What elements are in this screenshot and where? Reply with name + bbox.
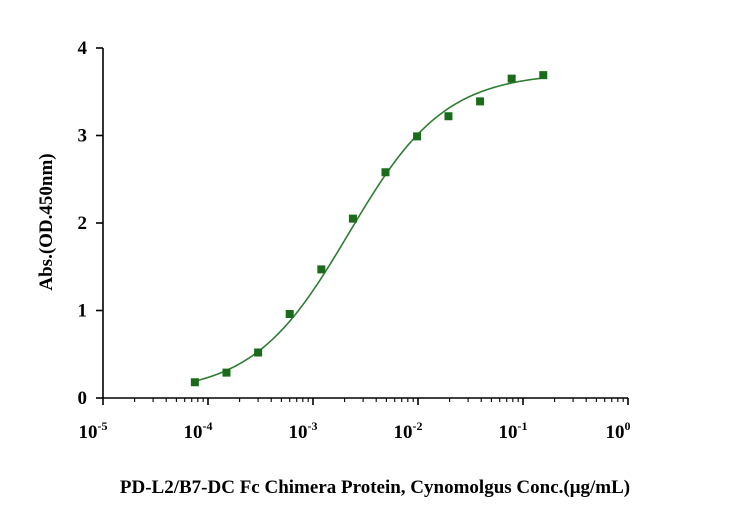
data-point bbox=[348, 214, 357, 223]
data-point bbox=[381, 168, 390, 177]
data-point bbox=[222, 368, 231, 377]
data-point bbox=[190, 378, 199, 387]
y-tick-label: 1 bbox=[78, 301, 88, 322]
data-point bbox=[539, 71, 548, 80]
y-tick-label: 4 bbox=[78, 38, 88, 59]
data-point bbox=[444, 112, 453, 121]
axes bbox=[96, 47, 629, 405]
y-tick-label: 2 bbox=[78, 213, 88, 234]
x-axis-title: PD-L2/B7-DC Fc Chimera Protein, Cynomolg… bbox=[120, 477, 630, 498]
data-point bbox=[413, 132, 422, 141]
data-point bbox=[317, 265, 326, 274]
y-tick-labels: 0 1 2 3 4 bbox=[78, 38, 88, 409]
data-points bbox=[190, 71, 548, 387]
x-tick-label: 10-5 bbox=[79, 419, 108, 443]
y-tick-label: 3 bbox=[78, 126, 88, 147]
data-point bbox=[285, 310, 294, 318]
x-tick-label: 10-1 bbox=[499, 419, 528, 443]
data-point bbox=[507, 74, 516, 83]
x-tick-label: 10-3 bbox=[289, 419, 318, 443]
y-tick-label: 0 bbox=[78, 388, 88, 409]
x-tick-label: 10-2 bbox=[394, 419, 423, 443]
y-axis-title: Abs.(OD.450nm) bbox=[36, 153, 57, 290]
fit-curve bbox=[194, 77, 544, 382]
x-tick-label: 100 bbox=[606, 419, 631, 443]
data-point bbox=[476, 97, 485, 106]
x-tick-labels: 10-5 10-4 10-3 10-2 10-1 100 bbox=[79, 419, 631, 443]
x-tick-label: 10-4 bbox=[184, 419, 213, 443]
data-point bbox=[254, 348, 263, 357]
